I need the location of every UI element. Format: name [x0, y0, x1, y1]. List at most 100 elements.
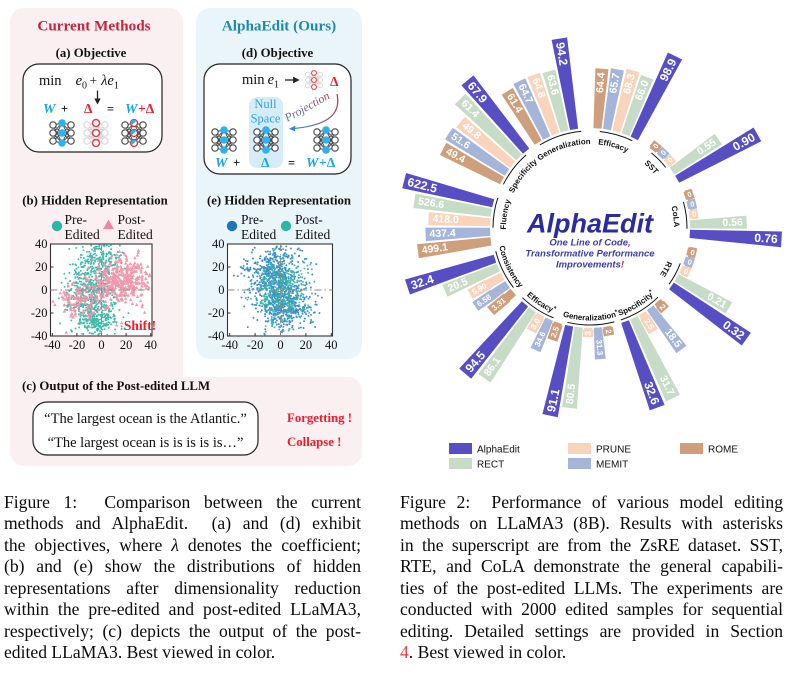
- svg-text:3: 3: [584, 331, 593, 336]
- svg-text:“The largest ocean is is is is: “The largest ocean is is is is is…”: [48, 435, 244, 451]
- svg-text:94.2: 94.2: [553, 41, 571, 67]
- svg-text:(b) Hidden Representation: (b) Hidden Representation: [22, 194, 168, 208]
- svg-text:2: 2: [603, 329, 613, 335]
- svg-text:One Line of Code,: One Line of Code,: [549, 238, 630, 249]
- svg-text:68.3: 68.3: [621, 72, 638, 95]
- svg-text:Forgetting !: Forgetting !: [287, 411, 352, 425]
- svg-text:(e) Hidden Representation: (e) Hidden Representation: [207, 194, 351, 208]
- svg-text:W: W: [125, 102, 139, 117]
- svg-text:Δ: Δ: [330, 74, 339, 89]
- svg-text:Post-: Post-: [118, 212, 146, 227]
- svg-text:Δ: Δ: [261, 155, 270, 170]
- svg-text:64.4: 64.4: [594, 72, 608, 93]
- svg-text:Efficacy: Efficacy: [598, 137, 631, 154]
- svg-text:Generalization*: Generalization*: [562, 309, 619, 323]
- svg-text:Pre-: Pre-: [241, 212, 264, 227]
- svg-text:CoLA: CoLA: [669, 205, 681, 228]
- svg-text:65.7: 65.7: [607, 72, 622, 94]
- svg-text:Shift!: Shift!: [124, 318, 156, 333]
- svg-text:40: 40: [144, 338, 157, 352]
- svg-text:SST: SST: [643, 158, 660, 176]
- svg-text:0: 0: [98, 338, 104, 352]
- svg-text:20: 20: [300, 338, 313, 352]
- svg-text:31.3: 31.3: [594, 339, 604, 356]
- svg-text:Current Methods: Current Methods: [37, 18, 150, 35]
- svg-text:-20: -20: [69, 338, 86, 352]
- svg-text:Transformative Performance: Transformative Performance: [525, 249, 655, 260]
- svg-text:0: 0: [659, 148, 668, 157]
- svg-text:40: 40: [325, 338, 338, 352]
- svg-text:0: 0: [686, 257, 693, 267]
- svg-text:0: 0: [689, 199, 695, 209]
- svg-text:91.1: 91.1: [544, 387, 563, 413]
- svg-text:499.1: 499.1: [421, 241, 449, 256]
- svg-text:RTE: RTE: [658, 260, 674, 278]
- svg-text:40: 40: [35, 237, 48, 251]
- svg-text:(d) Objective: (d) Objective: [242, 46, 314, 60]
- svg-text:Generalization: Generalization: [536, 137, 591, 162]
- svg-text:MEMIT: MEMIT: [596, 460, 628, 471]
- svg-text:-40: -40: [31, 329, 48, 343]
- svg-text:=: =: [288, 156, 295, 170]
- svg-text:0: 0: [682, 267, 690, 277]
- svg-text:20: 20: [120, 338, 133, 352]
- svg-text:Fluency: Fluency: [499, 198, 513, 230]
- svg-text:+: +: [61, 102, 68, 116]
- svg-text:80.5: 80.5: [564, 383, 578, 405]
- svg-text:2.5: 2.5: [549, 325, 561, 339]
- svg-text:0: 0: [41, 283, 47, 297]
- svg-text:Edited: Edited: [118, 227, 153, 242]
- svg-text:2: 2: [658, 302, 668, 312]
- svg-text:-20: -20: [31, 306, 48, 320]
- svg-text:-40: -40: [208, 329, 225, 343]
- svg-text:0: 0: [277, 338, 283, 352]
- svg-text:622.5: 622.5: [406, 175, 439, 196]
- svg-text:+Δ: +Δ: [319, 155, 336, 170]
- svg-text:Δ: Δ: [84, 101, 93, 116]
- svg-text:AlphaEdit: AlphaEdit: [526, 209, 654, 239]
- svg-text:Space: Space: [251, 112, 281, 126]
- svg-text:63.6: 63.6: [544, 74, 561, 97]
- svg-text:(a) Objective: (a) Objective: [56, 46, 127, 60]
- svg-text:Improvements!: Improvements!: [556, 260, 624, 271]
- svg-text:418.0: 418.0: [432, 213, 459, 227]
- svg-text:0.76: 0.76: [754, 231, 778, 246]
- svg-text:AlphaEdit (Ours): AlphaEdit (Ours): [222, 18, 336, 35]
- svg-text:Edited: Edited: [241, 227, 276, 242]
- svg-text:ROME: ROME: [708, 445, 738, 456]
- svg-text:W: W: [43, 102, 57, 117]
- svg-text:20: 20: [35, 260, 48, 274]
- svg-text:Pre-: Pre-: [65, 212, 88, 227]
- svg-text:-40: -40: [44, 338, 61, 352]
- svg-text:Collapse !: Collapse !: [287, 435, 341, 449]
- svg-text:-20: -20: [208, 306, 225, 320]
- svg-text:-20: -20: [247, 338, 264, 352]
- svg-text:+: +: [233, 156, 240, 170]
- svg-text:32.4: 32.4: [409, 272, 436, 293]
- svg-text:Edited: Edited: [65, 227, 100, 242]
- svg-text:40: 40: [212, 237, 225, 251]
- svg-text:0: 0: [690, 248, 696, 258]
- svg-text:+Δ: +Δ: [138, 101, 155, 116]
- svg-text:=: =: [107, 102, 114, 116]
- svg-text:437.4: 437.4: [429, 227, 456, 240]
- svg-text:0: 0: [218, 283, 224, 297]
- svg-text:Post-: Post-: [295, 212, 323, 227]
- svg-text:W: W: [215, 156, 229, 171]
- svg-text:“The largest ocean is the Atla: “The largest ocean is the Atlantic.”: [44, 411, 247, 427]
- svg-text:Null: Null: [254, 97, 277, 111]
- svg-text:-40: -40: [221, 338, 238, 352]
- svg-text:AlphaEdit: AlphaEdit: [477, 445, 520, 456]
- svg-text:Edited: Edited: [295, 227, 330, 242]
- svg-text:20: 20: [212, 260, 225, 274]
- svg-text:RECT: RECT: [477, 460, 504, 471]
- svg-text:PRUNE: PRUNE: [596, 445, 631, 456]
- svg-text:W: W: [306, 156, 320, 171]
- svg-text:0: 0: [692, 209, 697, 218]
- svg-text:0: 0: [651, 142, 661, 151]
- svg-text:0.56: 0.56: [722, 216, 743, 229]
- svg-text:0: 0: [666, 155, 675, 165]
- svg-text:(c) Output of the Post-edited: (c) Output of the Post-edited LLM: [22, 379, 210, 393]
